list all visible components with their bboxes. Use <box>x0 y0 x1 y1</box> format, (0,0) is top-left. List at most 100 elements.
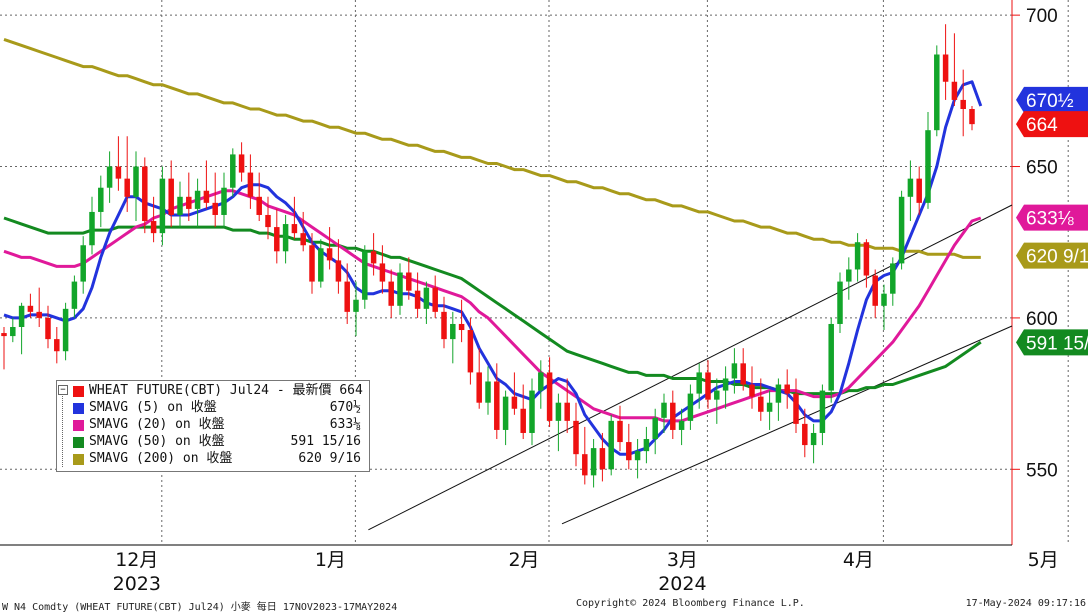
candle-body <box>819 390 826 433</box>
candle-body <box>432 287 438 312</box>
sma20-value-tag-shape <box>1016 204 1088 231</box>
candle-body <box>608 420 614 470</box>
y-tick-label: 700 <box>1026 6 1058 27</box>
sma20-value-tag-text: 633⅛ <box>1026 209 1074 230</box>
sma200-value-tag-text: 620 9/16 <box>1026 247 1090 268</box>
candle-body <box>309 245 315 282</box>
sma50-value-tag-text: 591 15/16 <box>1026 333 1090 354</box>
candle-body <box>476 372 482 403</box>
candle-body <box>300 233 306 246</box>
x-year-label: 2024 <box>658 573 706 595</box>
candle-body <box>802 423 808 446</box>
candle-body <box>846 269 852 282</box>
candle-body <box>159 178 166 234</box>
sma5-value-tag-text: 670½ <box>1026 91 1074 112</box>
candle-body <box>335 260 342 282</box>
sma200-value-tag-shape <box>1016 242 1088 269</box>
legend-value-sma200: 620 9/16 <box>298 451 361 466</box>
candle-body <box>678 420 685 430</box>
sma5-value-tag-shape <box>1016 86 1088 113</box>
candle-body <box>62 308 69 352</box>
candle-body <box>291 224 298 234</box>
candle-body <box>951 81 958 100</box>
legend-swatch-sma50 <box>73 437 84 448</box>
candle-body <box>520 408 526 433</box>
candle-body <box>590 448 597 476</box>
collapse-icon[interactable]: − <box>58 385 68 395</box>
candle-body <box>907 178 914 197</box>
legend-label-price: WHEAT FUTURE(CBT) Jul24 - 最新價 664 <box>89 383 363 398</box>
candle-body <box>837 281 843 324</box>
candle-body <box>881 293 887 306</box>
candle-body <box>582 454 588 476</box>
trend-line <box>368 204 1013 531</box>
y-tick-label: 650 <box>1026 158 1058 179</box>
candle-body <box>573 420 579 455</box>
candle-body <box>617 420 623 443</box>
candle-body <box>775 384 782 403</box>
candle-body <box>784 384 790 394</box>
candle-body <box>45 317 51 340</box>
candle-body <box>458 323 465 331</box>
legend-label-sma20: SMAVG (20) on 收盤 <box>89 417 225 432</box>
candle-body <box>256 196 262 215</box>
candle-body <box>318 248 324 282</box>
candle-body <box>766 402 773 412</box>
candle-body <box>546 372 553 421</box>
candle-body <box>177 196 183 215</box>
candle-body <box>467 330 474 373</box>
candle-body <box>942 54 949 82</box>
candle-body <box>423 287 430 309</box>
candle-body <box>344 281 350 312</box>
candle-body <box>722 378 729 391</box>
legend-value-sma50: 591 15/16 <box>290 434 361 449</box>
candle-body <box>10 327 16 337</box>
candle-body <box>106 166 113 188</box>
candle-body <box>212 202 218 215</box>
candle-body <box>652 417 658 440</box>
candle-body <box>450 323 456 340</box>
candle-body <box>353 299 359 312</box>
candle-body <box>89 211 95 246</box>
candle-body <box>564 402 570 421</box>
candle-body <box>194 190 201 209</box>
legend-row-sma20: SMAVG (20) on 收盤 633⅛ <box>57 417 369 433</box>
candle-body <box>599 448 606 470</box>
candle-body <box>54 339 60 352</box>
candle-body <box>925 130 931 203</box>
candle-body <box>27 305 34 312</box>
candle-body <box>705 372 711 400</box>
footer-timestamp: 17-May-2024 09:17:16 <box>965 598 1086 609</box>
legend-label-sma200: SMAVG (200) on 收盤 <box>89 451 233 466</box>
candle-body <box>274 227 280 252</box>
candle-body <box>265 214 271 228</box>
candle-body <box>388 281 394 306</box>
sma5-value-tag: 670½ <box>1016 86 1088 113</box>
legend-swatch-sma200 <box>73 454 84 465</box>
candle-body <box>555 402 562 421</box>
x-month-label: 12月 <box>115 549 158 571</box>
candle-body <box>934 54 940 131</box>
last-price-tag: 664 <box>1016 111 1088 138</box>
chart-legend: − WHEAT FUTURE(CBT) Jul24 - 最新價 664 SMAV… <box>56 380 370 472</box>
candle-body <box>661 402 667 418</box>
candle-body <box>326 248 333 261</box>
candle-body <box>71 281 78 309</box>
y-tick-label: 600 <box>1026 309 1058 330</box>
candle-body <box>960 99 966 109</box>
candle-body <box>150 221 157 234</box>
legend-swatch-sma5 <box>73 403 84 414</box>
legend-row-sma200: SMAVG (200) on 收盤 620 9/16 <box>57 451 369 467</box>
candle-body <box>969 109 975 125</box>
legend-label-sma5: SMAVG (5) on 收盤 <box>89 400 217 415</box>
candle-body <box>687 393 694 421</box>
candle-body <box>221 187 227 215</box>
candle-body <box>124 178 130 197</box>
candle-body <box>80 245 86 282</box>
ma-line-200 <box>3 37 981 259</box>
candle-body <box>740 363 746 385</box>
y-tick-label: 550 <box>1026 460 1058 481</box>
candle-body <box>414 290 421 309</box>
candle-body <box>758 396 764 412</box>
candle-body <box>397 272 403 306</box>
